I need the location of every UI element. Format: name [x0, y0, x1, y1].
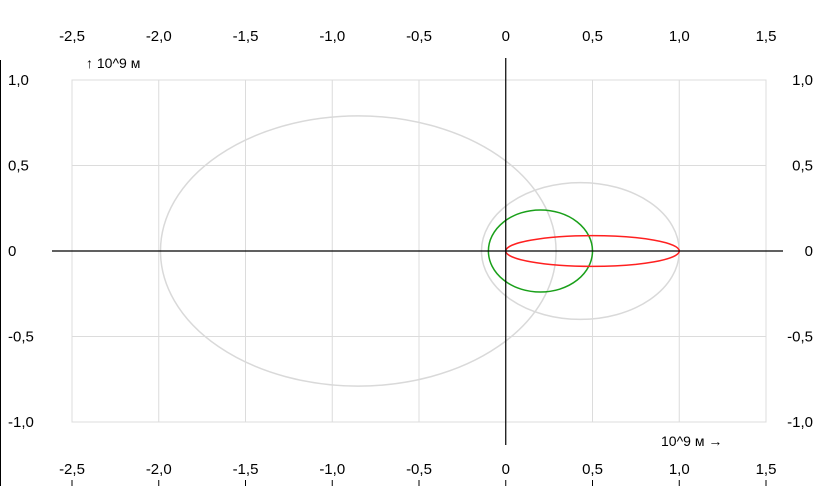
y-tick-label-left: -1,0 — [8, 414, 34, 431]
y-tick-label-right: 0 — [805, 243, 813, 260]
y-tick-label-left: 1,0 — [8, 72, 29, 89]
y-tick-label-right: 1,0 — [792, 72, 813, 89]
y-tick-label-right: -0,5 — [787, 329, 813, 346]
x-tick-label-bottom: -2,5 — [59, 461, 85, 478]
x-tick-label-bottom: 0 — [502, 461, 510, 478]
x-tick-label-top: -2,5 — [59, 28, 85, 45]
x-tick-label-top: -1,5 — [233, 28, 259, 45]
x-tick-label-bottom: -0,5 — [406, 461, 432, 478]
y-tick-label-left: 0 — [8, 243, 16, 260]
x-tick-label-bottom: 1,5 — [756, 461, 777, 478]
x-tick-label-bottom: -1,5 — [233, 461, 259, 478]
y-tick-label-left: -0,5 — [8, 329, 34, 346]
y-tick-label-right: 0,5 — [792, 158, 813, 175]
x-tick-label-top: 0 — [502, 28, 510, 45]
y-axis-unit-label: ↑ 10^9 м — [86, 55, 140, 71]
tick-labels: -2,5 -2,5 -2,0 -2,0 -1,5 -1,5 -1,0 -1,0 -0,5 -0,5… — [8, 28, 813, 486]
x-tick-label-top: 1,0 — [669, 28, 690, 45]
origin-axes — [52, 58, 783, 445]
plot-frame — [0, 60, 767, 486]
x-tick-label-top: -0,5 — [406, 28, 432, 45]
y-tick-label-left: 0,5 — [8, 158, 29, 175]
x-tick-label-bottom: 1,0 — [669, 461, 690, 478]
x-axis-unit-label: 10^9 м → — [661, 433, 722, 449]
y-tick-label-right: -1,0 — [787, 414, 813, 431]
x-tick-label-top: -2,0 — [146, 28, 172, 45]
x-tick-label-top: 1,5 — [756, 28, 777, 45]
x-tick-label-top: -1,0 — [319, 28, 345, 45]
x-tick-label-bottom: -2,0 — [146, 461, 172, 478]
x-tick-label-bottom: 0,5 — [582, 461, 603, 478]
x-tick-label-bottom: -1,0 — [319, 461, 345, 478]
x-tick-label-top: 0,5 — [582, 28, 603, 45]
